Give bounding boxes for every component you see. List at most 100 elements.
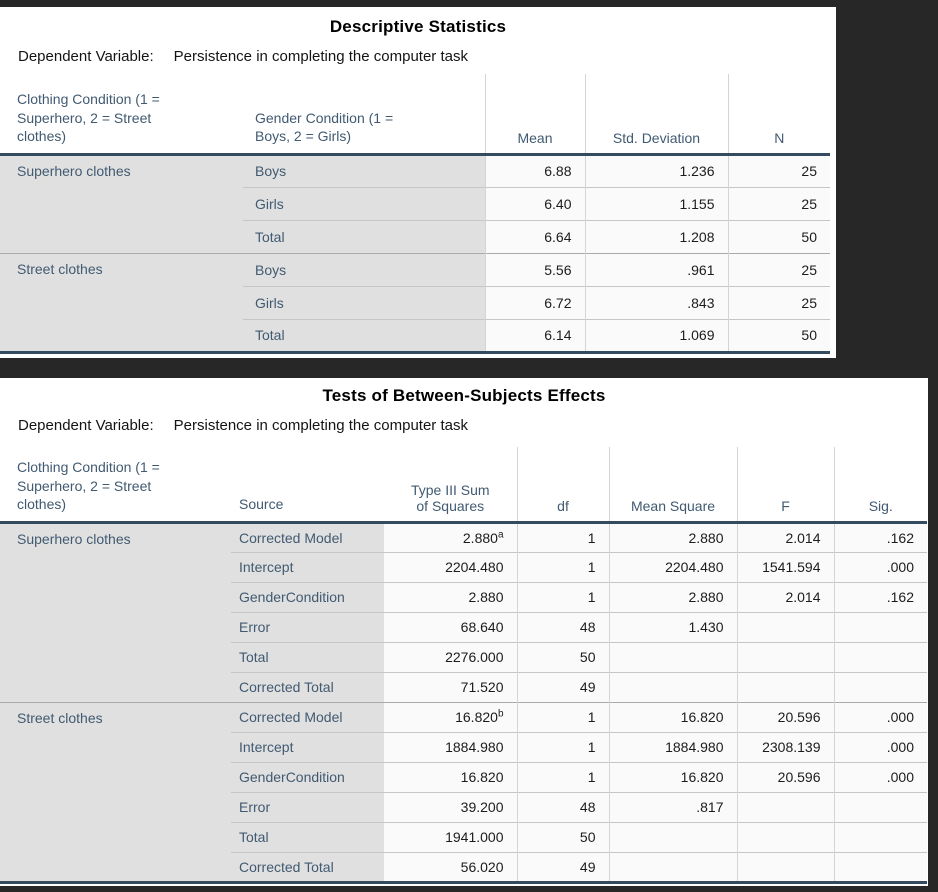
mean-square-cell: 16.820 <box>608 761 737 792</box>
mean-square-cell <box>608 671 737 702</box>
mean-square-cell: 2.880 <box>608 581 737 612</box>
sig-cell: .000 <box>833 701 927 732</box>
n-cell: 50 <box>727 318 830 352</box>
header-line: Gender Condition (1 = <box>255 109 394 126</box>
dependent-variable-line: Dependent Variable: Persistence in comple… <box>18 48 836 65</box>
sig-cell: .000 <box>833 731 927 762</box>
mean-square-cell: .817 <box>608 791 737 822</box>
sum-of-squares-cell: 56.020 <box>384 851 517 882</box>
header-row: Clothing Condition (1 = Superhero, 2 = S… <box>0 74 830 156</box>
table-row: Total 6.64 1.208 50 <box>0 219 830 253</box>
df-cell: 50 <box>516 641 609 672</box>
std-cell: 1.236 <box>584 154 728 187</box>
mean-square-cell: 1884.980 <box>608 731 737 762</box>
mean-cell: 6.88 <box>484 154 585 187</box>
source-cell: Intercept <box>231 731 384 762</box>
header-line: clothes) <box>17 496 67 513</box>
df-cell: 48 <box>516 791 609 822</box>
mean-square-cell: 2204.480 <box>608 551 737 582</box>
table-header: Clothing Condition (1 = Superhero, 2 = S… <box>0 447 927 524</box>
sum-of-squares-cell: 39.200 <box>384 791 517 822</box>
std-deviation-header: Std. Deviation <box>584 74 728 156</box>
header-line: of Squares <box>416 497 485 514</box>
sig-cell: .162 <box>833 522 927 552</box>
clothing-condition-header: Clothing Condition (1 = Superhero, 2 = S… <box>0 74 243 156</box>
gender-cell: Total <box>243 318 485 352</box>
df-cell: 1 <box>516 731 609 762</box>
f-cell <box>736 611 834 642</box>
std-cell: 1.069 <box>584 318 728 352</box>
table-row: GenderCondition 2.880 1 2.880 2.014 .162 <box>0 581 927 612</box>
n-cell: 50 <box>727 219 830 253</box>
descriptive-statistics-panel: Descriptive Statistics Dependent Variabl… <box>0 7 836 358</box>
f-cell <box>736 641 834 672</box>
source-cell: Error <box>231 791 384 822</box>
source-cell: Total <box>231 641 384 672</box>
mean-square-cell <box>608 641 737 672</box>
sig-cell <box>833 821 927 852</box>
df-cell: 1 <box>516 761 609 792</box>
mean-square-cell: 16.820 <box>608 701 737 732</box>
table-row: Corrected Total 71.520 49 <box>0 671 927 702</box>
street-clothes-group: Street clothes Corrected Model 16.820b 1… <box>0 701 927 882</box>
sig-cell: .162 <box>833 581 927 612</box>
sig-cell <box>833 641 927 672</box>
sig-cell <box>833 611 927 642</box>
mean-header: Mean <box>484 74 585 156</box>
f-cell <box>736 671 834 702</box>
source-cell: GenderCondition <box>231 581 384 612</box>
source-cell: Total <box>231 821 384 852</box>
table-title: Descriptive Statistics <box>329 17 507 36</box>
gender-cell: Girls <box>243 186 485 220</box>
footnote-marker: b <box>497 708 504 720</box>
table-row: Error 39.200 48 .817 <box>0 791 927 822</box>
dependent-variable-label: Dependent Variable: <box>18 417 154 434</box>
header-line: Clothing Condition (1 = <box>17 459 160 476</box>
sum-of-squares-cell: 1941.000 <box>384 821 517 852</box>
gender-cell: Total <box>243 219 485 253</box>
n-header: N <box>727 74 830 156</box>
header-line: clothes) <box>17 128 67 145</box>
mean-square-cell: 1.430 <box>608 611 737 642</box>
df-cell: 1 <box>516 701 609 732</box>
dependent-variable-value: Persistence in completing the computer t… <box>173 417 468 434</box>
group-label: Street clothes <box>0 252 243 352</box>
table-row: Intercept 1884.980 1 1884.980 2308.139 .… <box>0 731 927 762</box>
header-line: Type III Sum <box>410 481 490 498</box>
sig-cell: .000 <box>833 761 927 792</box>
street-clothes-group: Street clothes Boys 5.56 .961 25 Girls 6… <box>0 252 830 352</box>
dependent-variable-label: Dependent Variable: <box>18 48 154 65</box>
mean-cell: 5.56 <box>484 252 585 286</box>
sig-cell: .000 <box>833 551 927 582</box>
source-cell: Corrected Total <box>231 671 384 702</box>
between-subjects-effects-table: Clothing Condition (1 = Superhero, 2 = S… <box>0 447 927 884</box>
df-cell: 49 <box>516 851 609 882</box>
sum-of-squares-cell: 2.880a <box>384 522 517 552</box>
table-row: Girls 6.40 1.155 25 <box>0 186 830 220</box>
std-cell: 1.155 <box>584 186 728 220</box>
f-header: F <box>736 447 834 524</box>
header-line: Superhero, 2 = Street <box>17 477 152 494</box>
mean-square-cell: 2.880 <box>608 522 737 552</box>
df-cell: 50 <box>516 821 609 852</box>
sum-of-squares-cell: 16.820 <box>384 761 517 792</box>
type-iii-sum-header: Type III Sum of Squares <box>384 447 517 524</box>
between-subjects-effects-panel: Tests of Between-Subjects Effects Depend… <box>0 378 928 886</box>
source-cell: Error <box>231 611 384 642</box>
std-cell: .961 <box>584 252 728 286</box>
f-cell: 2.014 <box>736 581 834 612</box>
footnote-marker: a <box>497 528 504 540</box>
value: 16.820 <box>455 709 498 725</box>
gender-cell: Boys <box>243 154 485 187</box>
descriptive-statistics-table: Clothing Condition (1 = Superhero, 2 = S… <box>0 74 830 354</box>
n-cell: 25 <box>727 154 830 187</box>
sum-of-squares-cell: 2204.480 <box>384 551 517 582</box>
sum-of-squares-cell: 2.880 <box>384 581 517 612</box>
std-cell: 1.208 <box>584 219 728 253</box>
group-label: Superhero clothes <box>0 522 231 702</box>
sig-cell <box>833 671 927 702</box>
mean-cell: 6.64 <box>484 219 585 253</box>
n-cell: 25 <box>727 252 830 286</box>
f-cell <box>736 851 834 882</box>
